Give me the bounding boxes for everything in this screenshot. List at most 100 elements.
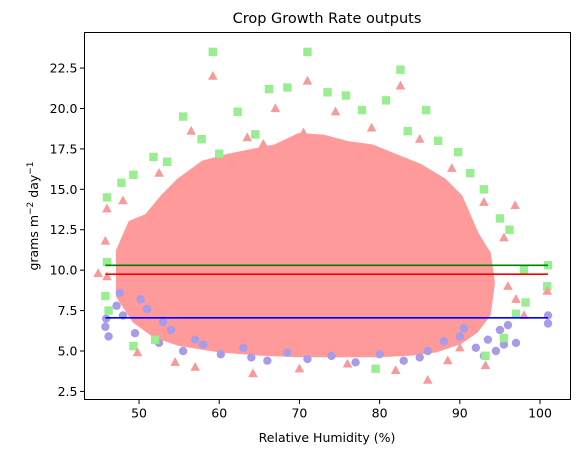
triangle-point [248, 368, 258, 378]
circle-point [303, 354, 312, 364]
circle-point [283, 348, 292, 357]
square-point [178, 112, 188, 121]
plot-area [93, 47, 553, 384]
triangle-point [144, 214, 155, 224]
square-point [323, 88, 332, 97]
circle-point [101, 322, 110, 331]
triangle-point [447, 163, 457, 172]
y-tick-label: 17.5 [50, 141, 78, 156]
square-point [197, 135, 206, 144]
circle-point [351, 358, 360, 367]
circle-point [455, 332, 465, 341]
circle-point [471, 343, 481, 352]
circle-point [190, 335, 200, 344]
triangle-point [510, 200, 520, 210]
square-point [104, 306, 113, 315]
dense-point-cloud [116, 133, 495, 358]
square-point [454, 147, 463, 157]
square-point [303, 47, 312, 57]
triangle-point [302, 75, 313, 85]
circle-point [158, 317, 168, 327]
y-tick-label: 10.0 [50, 263, 78, 278]
y-axis: 2.5 5.0 7.5 10.0 12.5 15.0 17.5 20.0 22.5 [50, 61, 85, 399]
circle-point [136, 295, 145, 304]
y-tick-label: 5.0 [58, 343, 78, 358]
square-point [208, 47, 218, 57]
y-tick-label: 7.5 [58, 303, 78, 318]
circle-point [499, 340, 509, 349]
square-point [466, 168, 475, 178]
circle-point [491, 346, 501, 356]
square-point [215, 149, 224, 158]
circle-point [166, 325, 176, 335]
circle-point [327, 351, 336, 361]
triangle-point [542, 285, 553, 295]
circle-point [198, 340, 208, 349]
triangle-point [480, 360, 491, 370]
circle-point [399, 356, 408, 365]
circle-point [263, 356, 272, 365]
circle-point [216, 350, 226, 359]
circle-point [142, 304, 152, 314]
square-point [481, 351, 490, 361]
triangle-point [479, 197, 489, 206]
triangle-point [93, 268, 103, 277]
triangle-point [366, 122, 377, 132]
circle-point [115, 288, 124, 297]
circle-point [104, 332, 113, 341]
square-point [403, 126, 412, 136]
triangle-point [190, 361, 200, 371]
triangle-point [330, 106, 341, 116]
triangle-point [390, 365, 401, 374]
square-point [283, 83, 292, 92]
circle-point [423, 346, 432, 356]
triangle-point [499, 232, 509, 242]
x-tick-label: 60 [211, 406, 227, 421]
triangle-point [208, 70, 218, 80]
square-point [162, 157, 172, 167]
square-point [117, 178, 126, 188]
triangle-point [519, 310, 529, 320]
y-axis-label: grams m−2 day−1 [26, 161, 41, 270]
triangle-point [242, 132, 253, 142]
triangle-point [102, 203, 112, 213]
square-point [149, 152, 158, 162]
square-point [233, 107, 242, 116]
triangle-point [154, 167, 164, 177]
square-point [129, 170, 138, 179]
square-point [357, 105, 367, 115]
x-tick-label: 80 [372, 406, 388, 421]
circle-point [130, 329, 140, 338]
square-point [499, 333, 509, 343]
square-point [495, 214, 505, 223]
square-point [264, 84, 274, 94]
y-tick-label: 15.0 [50, 182, 78, 197]
square-point [521, 298, 530, 307]
square-point [519, 265, 529, 275]
triangle-point [511, 294, 521, 303]
x-tick-label: 70 [291, 406, 307, 421]
x-tick-label: 100 [528, 406, 552, 421]
x-tick-label: 50 [131, 406, 147, 421]
triangle-point [298, 127, 309, 137]
triangle-point [170, 357, 180, 366]
triangle-point [422, 374, 433, 384]
triangle-point [132, 347, 143, 357]
triangle-point [503, 281, 513, 290]
square-point [150, 335, 160, 344]
triangle-point [442, 355, 453, 365]
x-axis: 50 60 70 80 90 100 [131, 399, 552, 421]
circle-point [375, 350, 384, 359]
circle-point [101, 314, 111, 323]
square-point [371, 364, 380, 373]
square-point [479, 185, 489, 194]
circle-point [112, 301, 121, 310]
circle-point [247, 353, 256, 362]
y-tick-label: 22.5 [50, 61, 78, 76]
y-tick-label: 12.5 [50, 222, 78, 237]
square-point [102, 193, 112, 202]
chart-title: Crop Growth Rate outputs [233, 11, 422, 27]
square-point [129, 341, 138, 351]
triangle-point [270, 103, 281, 113]
triangle-point [226, 158, 237, 168]
